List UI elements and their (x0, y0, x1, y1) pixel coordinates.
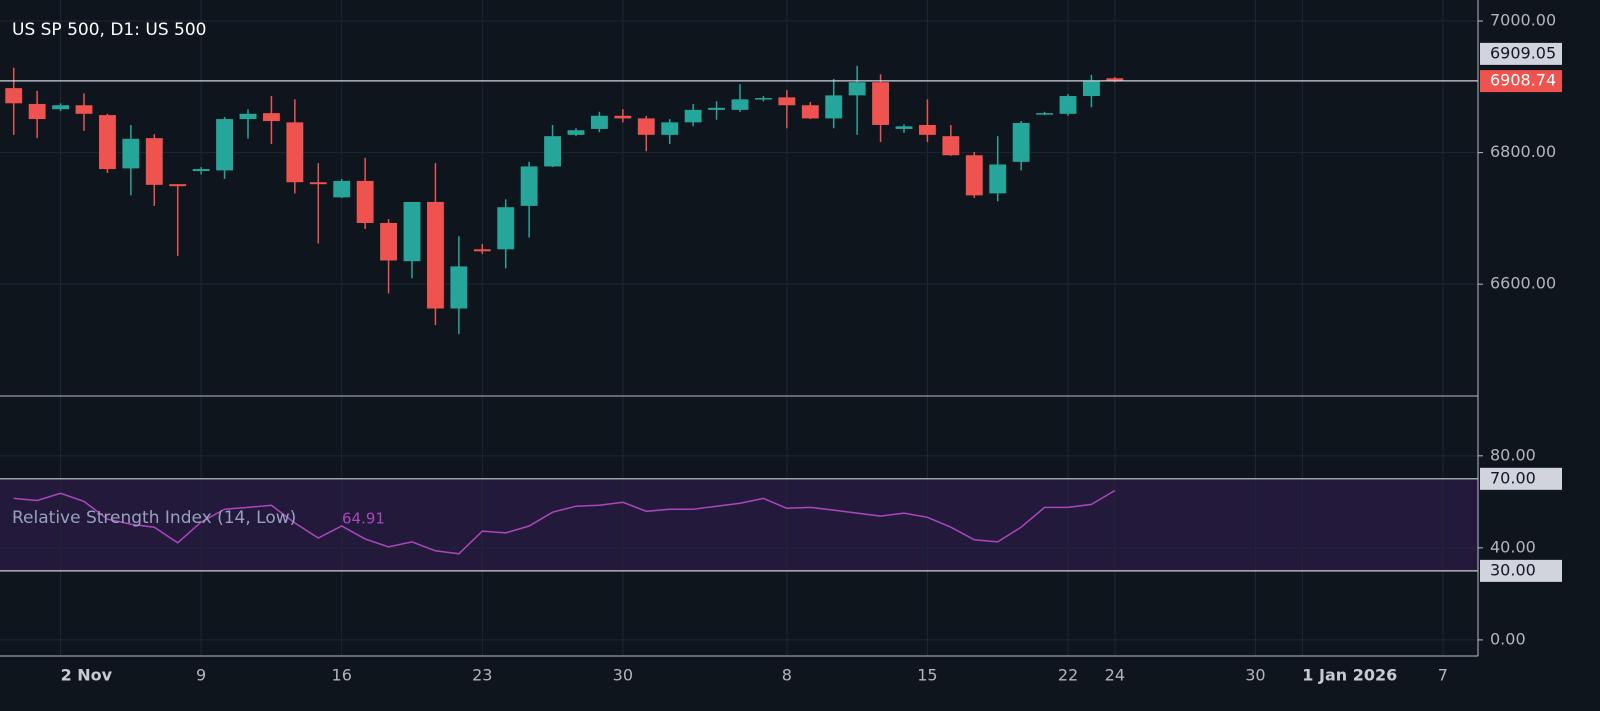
candle-body (708, 107, 726, 110)
price-label-box (1480, 42, 1562, 65)
x-tick-label: 7 (1438, 666, 1448, 685)
level-label: 30.00 (1490, 560, 1536, 579)
candle-body (1106, 78, 1124, 82)
candle-body (473, 249, 491, 252)
x-tick-label: 15 (917, 666, 937, 685)
candle-body (895, 126, 913, 129)
level-label-box (1480, 467, 1562, 490)
candle-body (239, 113, 257, 120)
candle-body (1036, 113, 1054, 115)
candle-body (731, 99, 749, 110)
price-label: 6909.05 (1490, 43, 1556, 62)
candle-body (754, 98, 772, 100)
candle-body (169, 184, 187, 187)
candle-body (356, 180, 374, 223)
candle-body (497, 207, 515, 250)
x-tick-label: 24 (1105, 666, 1125, 685)
candle-body (942, 136, 960, 156)
candle-body (778, 97, 796, 106)
candle-body (52, 105, 70, 110)
candle-body (286, 122, 304, 183)
candle-body (801, 105, 819, 119)
candle-body (75, 105, 93, 114)
rsi-line (13, 489, 1116, 555)
level-label-box (1480, 559, 1562, 582)
plot-layer (0, 0, 1478, 656)
x-tick-label: 9 (196, 666, 206, 685)
candle-body (403, 201, 421, 262)
candle-body (989, 164, 1007, 194)
x-tick-label: 30 (613, 666, 633, 685)
indicator-value: 64.91 (342, 510, 385, 528)
y-tick-label: 6600.00 (1490, 274, 1556, 293)
y-tick-label: 6800.00 (1490, 142, 1556, 161)
candle-body (567, 130, 585, 135)
x-tick-label: 22 (1058, 666, 1078, 685)
x-tick-label: 2 Nov (61, 666, 113, 685)
candle-body (1082, 80, 1100, 97)
candle-body (684, 109, 702, 123)
candle-body (28, 103, 46, 120)
candle-body (872, 82, 890, 125)
candle-body (614, 115, 632, 119)
candle-body (1012, 123, 1030, 162)
candle-body (825, 95, 843, 119)
x-tick-label: 23 (472, 666, 492, 685)
candle-body (1059, 96, 1077, 114)
y-tick-label: 80.00 (1490, 445, 1536, 464)
x-tick-label: 8 (782, 666, 792, 685)
indicator-name: Relative Strength Index (14, Low) (12, 508, 296, 528)
candle-body (661, 122, 679, 135)
x-tick-label: 1 Jan 2026 (1302, 666, 1397, 685)
candle-body (426, 201, 444, 309)
candle-body (965, 155, 983, 196)
y-tick-label: 0.00 (1490, 629, 1526, 648)
candle-body (848, 82, 866, 96)
candle-body (216, 119, 234, 171)
candle-body (637, 118, 655, 135)
x-tick-label: 30 (1245, 666, 1265, 685)
rsi-band (0, 478, 1478, 571)
price-label-box (1480, 70, 1562, 93)
candle-body (380, 222, 398, 261)
price-label: 6908.74 (1490, 71, 1556, 90)
candle-body (918, 124, 936, 135)
candle-body (122, 138, 140, 169)
candle-body (590, 115, 608, 129)
x-tick-label: 16 (332, 666, 352, 685)
candle-body (544, 136, 562, 167)
y-tick-label: 40.00 (1490, 537, 1536, 556)
chart-title: US SP 500, D1: US 500 (12, 20, 206, 40)
level-label: 70.00 (1490, 468, 1536, 487)
candle-body (450, 266, 468, 309)
candle-body (309, 182, 327, 185)
candle-body (262, 113, 280, 122)
candle-body (192, 169, 210, 172)
candle-body (333, 180, 351, 198)
candle-body (145, 138, 163, 185)
y-tick-label: 7000.00 (1490, 11, 1556, 30)
candle-body (520, 166, 538, 206)
candle-body (98, 115, 116, 170)
candle-body (5, 88, 23, 104)
